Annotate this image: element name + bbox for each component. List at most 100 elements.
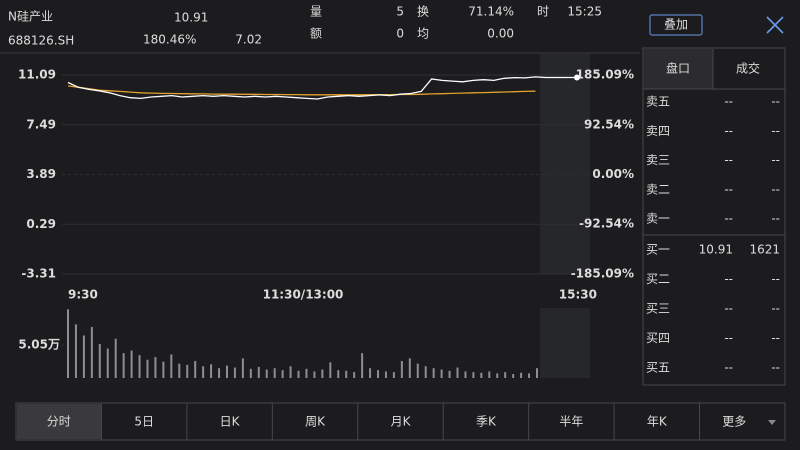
order-label: 卖五 <box>646 95 670 109</box>
y2-tick-label: 92.54% <box>584 117 634 131</box>
volume-bar <box>496 373 499 378</box>
y2-tick-label: -185.09% <box>571 267 634 281</box>
order-label: 卖二 <box>646 182 670 196</box>
y-tick-label: 0.29 <box>26 217 56 231</box>
volume-bar <box>225 365 228 378</box>
volume-bar <box>392 372 395 378</box>
order-tab[interactable]: 盘口 <box>666 61 690 76</box>
order-book-frame <box>642 47 786 386</box>
y-tick-label: 11.09 <box>18 68 56 82</box>
volume-bar <box>273 368 276 378</box>
volume-bar <box>249 368 252 378</box>
y2-tick-label: 0.00% <box>592 167 634 181</box>
volume-bar <box>146 359 149 378</box>
tab[interactable]: 更多 <box>722 415 746 429</box>
volume-bar <box>512 374 515 378</box>
order-label: 买一 <box>646 243 670 257</box>
tab[interactable]: 季K <box>476 415 497 429</box>
order-volume: -- <box>771 182 780 196</box>
y2-tick-label: -92.54% <box>579 217 634 231</box>
stat-value: 0 <box>396 27 404 41</box>
order-volume: -- <box>771 361 780 375</box>
x-tick-label: 11:30/13:00 <box>263 288 344 302</box>
volume-bar <box>289 366 292 378</box>
order-volume: -- <box>771 153 780 167</box>
order-volume: -- <box>771 272 780 286</box>
order-price: 10.91 <box>699 243 733 257</box>
volume-bar <box>178 363 181 378</box>
tab-active <box>17 404 101 439</box>
volume-bar <box>536 368 538 378</box>
volume-bar <box>400 361 403 378</box>
after-hours <box>540 308 590 378</box>
volume-bar <box>82 335 85 378</box>
volume-bar <box>281 370 284 378</box>
volume-bar <box>440 369 443 378</box>
tab[interactable]: 分时 <box>47 415 71 429</box>
order-price: -- <box>724 212 733 226</box>
x-tick-label: 15:30 <box>559 288 597 302</box>
stat-label: 量 <box>310 5 322 19</box>
y-tick-label: -3.31 <box>21 267 56 281</box>
tab-active <box>644 49 713 89</box>
volume-bar <box>106 348 109 378</box>
volume-bar <box>520 372 523 378</box>
volume-bar <box>456 367 459 378</box>
volume-bar <box>257 366 260 378</box>
tab[interactable]: 年K <box>647 415 668 429</box>
change-pct: 180.46% <box>143 33 196 47</box>
overlay-label[interactable]: 叠加 <box>664 18 688 32</box>
volume-bar <box>210 364 213 378</box>
price: 10.91 <box>174 11 208 25</box>
volume-bar <box>313 371 316 378</box>
close-icon[interactable] <box>766 16 784 34</box>
volume-bar <box>464 371 467 378</box>
stat-value: 0.00 <box>487 27 514 41</box>
order-price: -- <box>724 124 733 138</box>
volume-bar <box>241 358 244 378</box>
order-volume: -- <box>771 212 780 226</box>
stat-value: 71.14% <box>468 5 514 19</box>
tab[interactable]: 5日 <box>134 415 154 429</box>
overlay-button[interactable] <box>649 14 703 36</box>
order-label: 买二 <box>646 272 670 286</box>
order-price: -- <box>724 331 733 345</box>
volume-bar <box>130 350 133 378</box>
volume-bar <box>488 371 491 378</box>
order-label: 买四 <box>646 331 670 345</box>
volume-bar <box>67 309 69 378</box>
avg-line <box>67 85 536 96</box>
order-price: -- <box>724 153 733 167</box>
volume-bar <box>321 369 324 378</box>
volume-bar <box>329 362 332 378</box>
order-tab[interactable]: 成交 <box>736 61 760 76</box>
order-volume: -- <box>771 124 780 138</box>
stat-value: 5 <box>396 5 404 19</box>
volume-bar <box>186 364 189 378</box>
stock-code: 688126.SH <box>8 34 74 48</box>
tab[interactable]: 周K <box>305 415 326 429</box>
order-price: -- <box>724 272 733 286</box>
volume-bar <box>74 324 77 378</box>
volume-bar <box>384 371 387 378</box>
last-price-dot <box>574 74 580 81</box>
tab[interactable]: 半年 <box>559 415 583 429</box>
order-price: -- <box>724 361 733 375</box>
volume-bar <box>98 344 101 378</box>
volume-bar <box>265 369 268 378</box>
order-price: -- <box>724 182 733 196</box>
volume-bar <box>480 372 483 378</box>
volume-bar <box>424 366 427 378</box>
tab[interactable]: 月K <box>391 415 412 429</box>
tab[interactable]: 日K <box>220 415 241 429</box>
volume-tick-label: 5.05万 <box>18 337 60 351</box>
volume-bar <box>528 373 531 378</box>
volume-bar <box>114 338 117 378</box>
volume-bar <box>305 368 308 378</box>
y2-tick-label: 185.09% <box>576 68 634 82</box>
order-volume: 1621 <box>749 243 780 257</box>
y-tick-label: 3.89 <box>26 167 56 181</box>
volume-bar <box>448 370 451 378</box>
